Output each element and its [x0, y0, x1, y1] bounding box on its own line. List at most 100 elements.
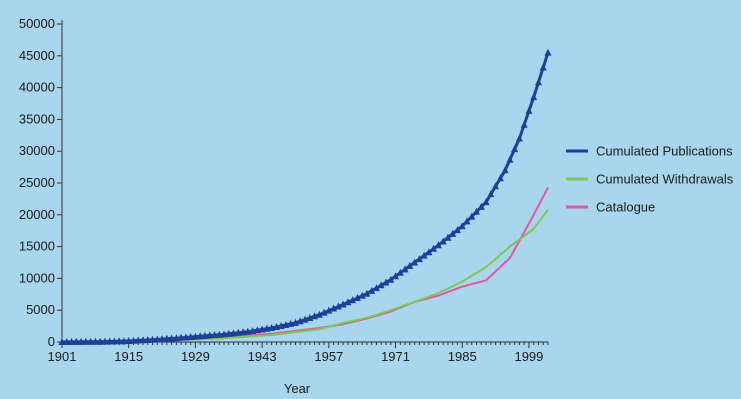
series-point-marker: [330, 304, 338, 312]
y-tick-label: 35000: [19, 111, 55, 126]
series-point-marker: [468, 212, 476, 220]
series-point-marker: [158, 335, 166, 343]
series-point-marker: [363, 289, 371, 297]
x-tick-label: 1943: [248, 349, 277, 364]
series-point-marker: [444, 233, 452, 241]
series-point-marker: [506, 155, 514, 163]
series-point-marker: [377, 281, 385, 289]
series-point-marker: [396, 268, 404, 276]
series-point-marker: [320, 308, 328, 316]
series-point-marker: [91, 337, 99, 345]
series-point-marker: [473, 207, 480, 215]
series-point-marker: [439, 237, 447, 245]
series-point-marker: [96, 337, 104, 345]
series-point-marker: [72, 337, 80, 345]
series-point-marker: [168, 334, 176, 342]
series-point-marker: [535, 78, 542, 86]
series-point-marker: [530, 93, 538, 101]
series-point-marker: [539, 63, 547, 71]
series-point-marker: [115, 337, 123, 345]
series-point-marker: [149, 335, 156, 343]
series-point-marker: [349, 296, 357, 304]
series-point-marker: [487, 190, 495, 198]
y-axis-ticks: 0 5000 10000 15000 20000 25000 30000 35000 40000…: [19, 16, 62, 349]
x-axis-title: Year: [284, 381, 311, 396]
series-point-marker: [387, 275, 395, 283]
series-point-marker: [315, 310, 323, 318]
y-tick-label: 15000: [19, 239, 55, 254]
series-point-marker: [130, 336, 137, 344]
series-point-marker: [144, 336, 152, 343]
series-point-marker: [358, 291, 366, 299]
x-tick-label: 1901: [48, 349, 77, 364]
y-tick-label: 40000: [19, 80, 55, 95]
series-point-marker: [415, 255, 423, 263]
y-tick-label: 10000: [19, 270, 55, 285]
series-point-marker: [201, 331, 209, 339]
y-tick-label: 20000: [19, 207, 55, 222]
legend-label: Catalogue: [596, 200, 655, 215]
series-point-marker: [496, 174, 504, 182]
series-point-marker: [82, 337, 90, 345]
legend: Cumulated Publications Cumulated Withdraw…: [566, 144, 734, 215]
series-point-marker: [353, 294, 361, 301]
series-point-marker: [153, 335, 161, 343]
series-point-marker: [463, 217, 471, 225]
series-point-marker: [134, 336, 142, 344]
series-point-marker: [258, 325, 266, 333]
series-point-marker: [110, 337, 118, 345]
series-point-marker: [477, 202, 485, 210]
series-point-marker: [106, 337, 114, 345]
series-point-marker: [196, 332, 204, 340]
series-point-marker: [492, 182, 500, 190]
series-point-marker: [449, 229, 457, 237]
series-point-marker: [520, 120, 528, 128]
series-point-marker: [458, 222, 466, 230]
series-point-marker: [454, 226, 461, 234]
series-point-marker: [187, 333, 195, 340]
x-axis-ticks: 1901 1915 1929 1943 1957 1971 1985 1999: [48, 342, 549, 364]
y-tick-label: 5000: [26, 302, 55, 317]
series-point-marker: [392, 272, 399, 280]
series-point-marker: [339, 300, 347, 308]
series-point-marker: [206, 331, 214, 339]
series-point-marker: [101, 337, 109, 345]
series-layer: [58, 48, 552, 345]
series-point-marker: [425, 248, 433, 256]
series-point-marker: [482, 198, 490, 206]
series-point-marker: [249, 327, 257, 335]
series-point-marker: [125, 337, 133, 344]
x-tick-label: 1971: [381, 349, 410, 364]
series-point-marker: [430, 244, 438, 252]
series-point-marker: [325, 306, 333, 314]
series-point-marker: [215, 330, 223, 338]
series-point-marker: [225, 329, 233, 337]
series-point-marker: [139, 336, 147, 344]
series-point-marker: [515, 134, 523, 142]
series-point-marker: [191, 332, 199, 340]
series-point-marker: [406, 261, 414, 269]
series-point-marker: [368, 286, 376, 294]
series-point-marker: [230, 329, 237, 337]
series-point-marker: [420, 251, 428, 259]
series-point-marker: [77, 337, 85, 345]
y-tick-label: 45000: [19, 48, 55, 63]
series-point-marker: [239, 328, 247, 336]
series-point-marker: [373, 284, 380, 292]
y-tick-label: 25000: [19, 175, 55, 190]
series-point-marker: [172, 334, 180, 342]
series-point-marker: [244, 327, 252, 335]
series-point-marker: [525, 106, 533, 114]
series-point-marker: [234, 328, 242, 336]
series-point-marker: [434, 241, 442, 249]
y-tick-label: 30000: [19, 143, 55, 158]
series-point-marker: [382, 278, 390, 286]
series-point-marker: [501, 166, 509, 174]
x-tick-label: 1915: [114, 349, 143, 364]
legend-label: Cumulated Publications: [596, 144, 733, 159]
x-tick-label: 1999: [514, 349, 543, 364]
series-point-marker: [68, 337, 75, 345]
